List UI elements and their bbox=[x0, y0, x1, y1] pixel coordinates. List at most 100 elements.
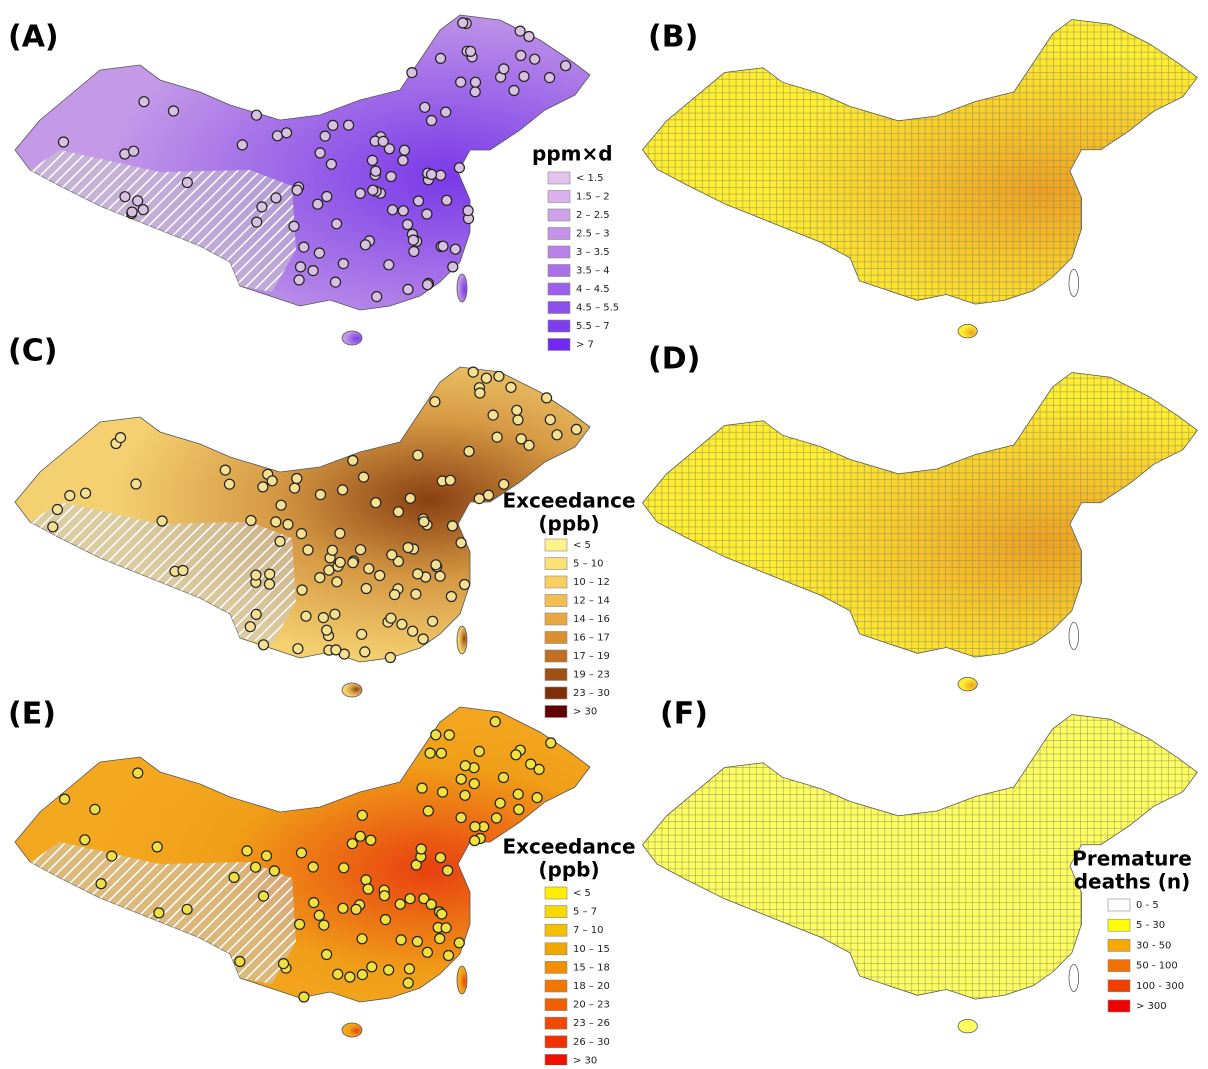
station-marker bbox=[423, 806, 433, 816]
legend-label: 50 - 100 bbox=[1136, 961, 1178, 972]
station-marker bbox=[292, 474, 302, 484]
legend-swatch bbox=[545, 687, 567, 699]
station-marker bbox=[348, 456, 358, 466]
station-marker bbox=[366, 835, 376, 845]
station-marker bbox=[252, 217, 262, 227]
station-marker bbox=[413, 569, 423, 579]
station-marker bbox=[397, 619, 407, 629]
station-marker bbox=[133, 196, 143, 206]
station-marker bbox=[182, 904, 192, 914]
legend-label: 1.5 – 2 bbox=[576, 192, 610, 203]
station-marker bbox=[296, 262, 306, 272]
figure: (A)(B)(C)(D)(E)(F)ppm×d< 1.51.5 – 22 – 2… bbox=[0, 0, 1208, 1065]
station-marker bbox=[387, 550, 397, 560]
station-marker bbox=[516, 51, 526, 61]
legend-swatch bbox=[1108, 1000, 1130, 1012]
station-marker bbox=[129, 146, 139, 156]
station-marker bbox=[470, 87, 480, 97]
station-marker bbox=[468, 367, 478, 377]
station-marker bbox=[169, 106, 179, 116]
station-marker bbox=[464, 446, 474, 456]
legend-swatch bbox=[545, 1054, 567, 1065]
station-marker bbox=[470, 836, 480, 846]
legend: ppm×d< 1.51.5 – 22 – 2.52.5 – 33 – 3.53.… bbox=[532, 142, 619, 351]
station-marker bbox=[431, 730, 441, 740]
station-marker bbox=[400, 145, 410, 155]
legend-label: 5 – 7 bbox=[573, 907, 597, 918]
station-marker bbox=[571, 424, 581, 434]
station-marker bbox=[116, 433, 126, 443]
legend-swatch bbox=[545, 906, 567, 918]
station-marker bbox=[133, 768, 143, 778]
station-marker bbox=[182, 178, 192, 188]
station-marker bbox=[357, 810, 367, 820]
station-marker bbox=[561, 61, 571, 71]
station-marker bbox=[316, 490, 326, 500]
station-marker bbox=[293, 644, 303, 654]
legend-label: 2 – 2.5 bbox=[576, 210, 610, 221]
station-marker bbox=[320, 131, 330, 141]
legend-label: 30 - 50 bbox=[1136, 940, 1171, 951]
island bbox=[457, 274, 467, 302]
station-marker bbox=[463, 206, 473, 216]
station-marker bbox=[297, 529, 307, 539]
station-marker bbox=[418, 634, 428, 644]
station-marker bbox=[441, 107, 451, 117]
station-marker bbox=[492, 432, 502, 442]
legend-swatch bbox=[548, 339, 570, 351]
station-marker bbox=[107, 851, 117, 861]
legend-swatch bbox=[548, 265, 570, 277]
station-marker bbox=[460, 580, 470, 590]
station-marker bbox=[436, 853, 446, 863]
legend-swatch bbox=[545, 669, 567, 681]
station-marker bbox=[348, 558, 358, 568]
station-marker bbox=[469, 779, 479, 789]
station-marker bbox=[364, 564, 374, 574]
station-marker bbox=[339, 863, 349, 873]
station-marker bbox=[393, 507, 403, 517]
station-marker bbox=[398, 155, 408, 165]
station-marker bbox=[437, 909, 447, 919]
station-marker bbox=[315, 573, 325, 583]
station-marker bbox=[513, 415, 523, 425]
legend-title: Premature bbox=[1072, 847, 1192, 871]
station-marker bbox=[269, 866, 279, 876]
station-marker bbox=[331, 277, 341, 287]
station-marker bbox=[405, 493, 415, 503]
legend-label: < 5 bbox=[573, 540, 591, 551]
legend-label: > 300 bbox=[1136, 1001, 1167, 1012]
station-marker bbox=[314, 248, 324, 258]
station-marker bbox=[242, 846, 252, 856]
island bbox=[457, 966, 467, 994]
station-marker bbox=[65, 491, 75, 501]
station-marker bbox=[443, 866, 453, 876]
station-marker bbox=[460, 761, 470, 771]
legend-label: 0 - 5 bbox=[1136, 900, 1159, 911]
legend-swatch bbox=[548, 320, 570, 332]
station-marker bbox=[344, 120, 354, 130]
station-marker bbox=[328, 120, 338, 130]
legend-swatch bbox=[545, 613, 567, 625]
station-marker bbox=[290, 483, 300, 493]
station-marker bbox=[552, 430, 562, 440]
station-marker bbox=[450, 244, 460, 254]
page: {"panels": [ {"label": "(A)"}, {"label":… bbox=[0, 0, 1208, 1065]
station-marker bbox=[456, 538, 466, 548]
station-marker bbox=[422, 947, 432, 957]
station-marker bbox=[335, 528, 345, 538]
legend-swatch bbox=[1108, 919, 1130, 931]
station-marker bbox=[251, 570, 261, 580]
station-marker bbox=[416, 844, 426, 854]
station-marker bbox=[357, 970, 367, 980]
legend-label: 100 - 300 bbox=[1136, 981, 1184, 992]
station-marker bbox=[324, 565, 334, 575]
island bbox=[958, 324, 977, 338]
station-marker bbox=[514, 805, 524, 815]
station-marker bbox=[355, 188, 365, 198]
station-marker bbox=[407, 68, 417, 78]
legend-swatch bbox=[548, 246, 570, 258]
legend: Prematuredeaths (n)0 - 55 - 3030 - 5050 … bbox=[1072, 847, 1192, 1013]
legend-swatch bbox=[548, 228, 570, 240]
legend-swatch bbox=[548, 172, 570, 184]
station-marker bbox=[335, 557, 345, 567]
